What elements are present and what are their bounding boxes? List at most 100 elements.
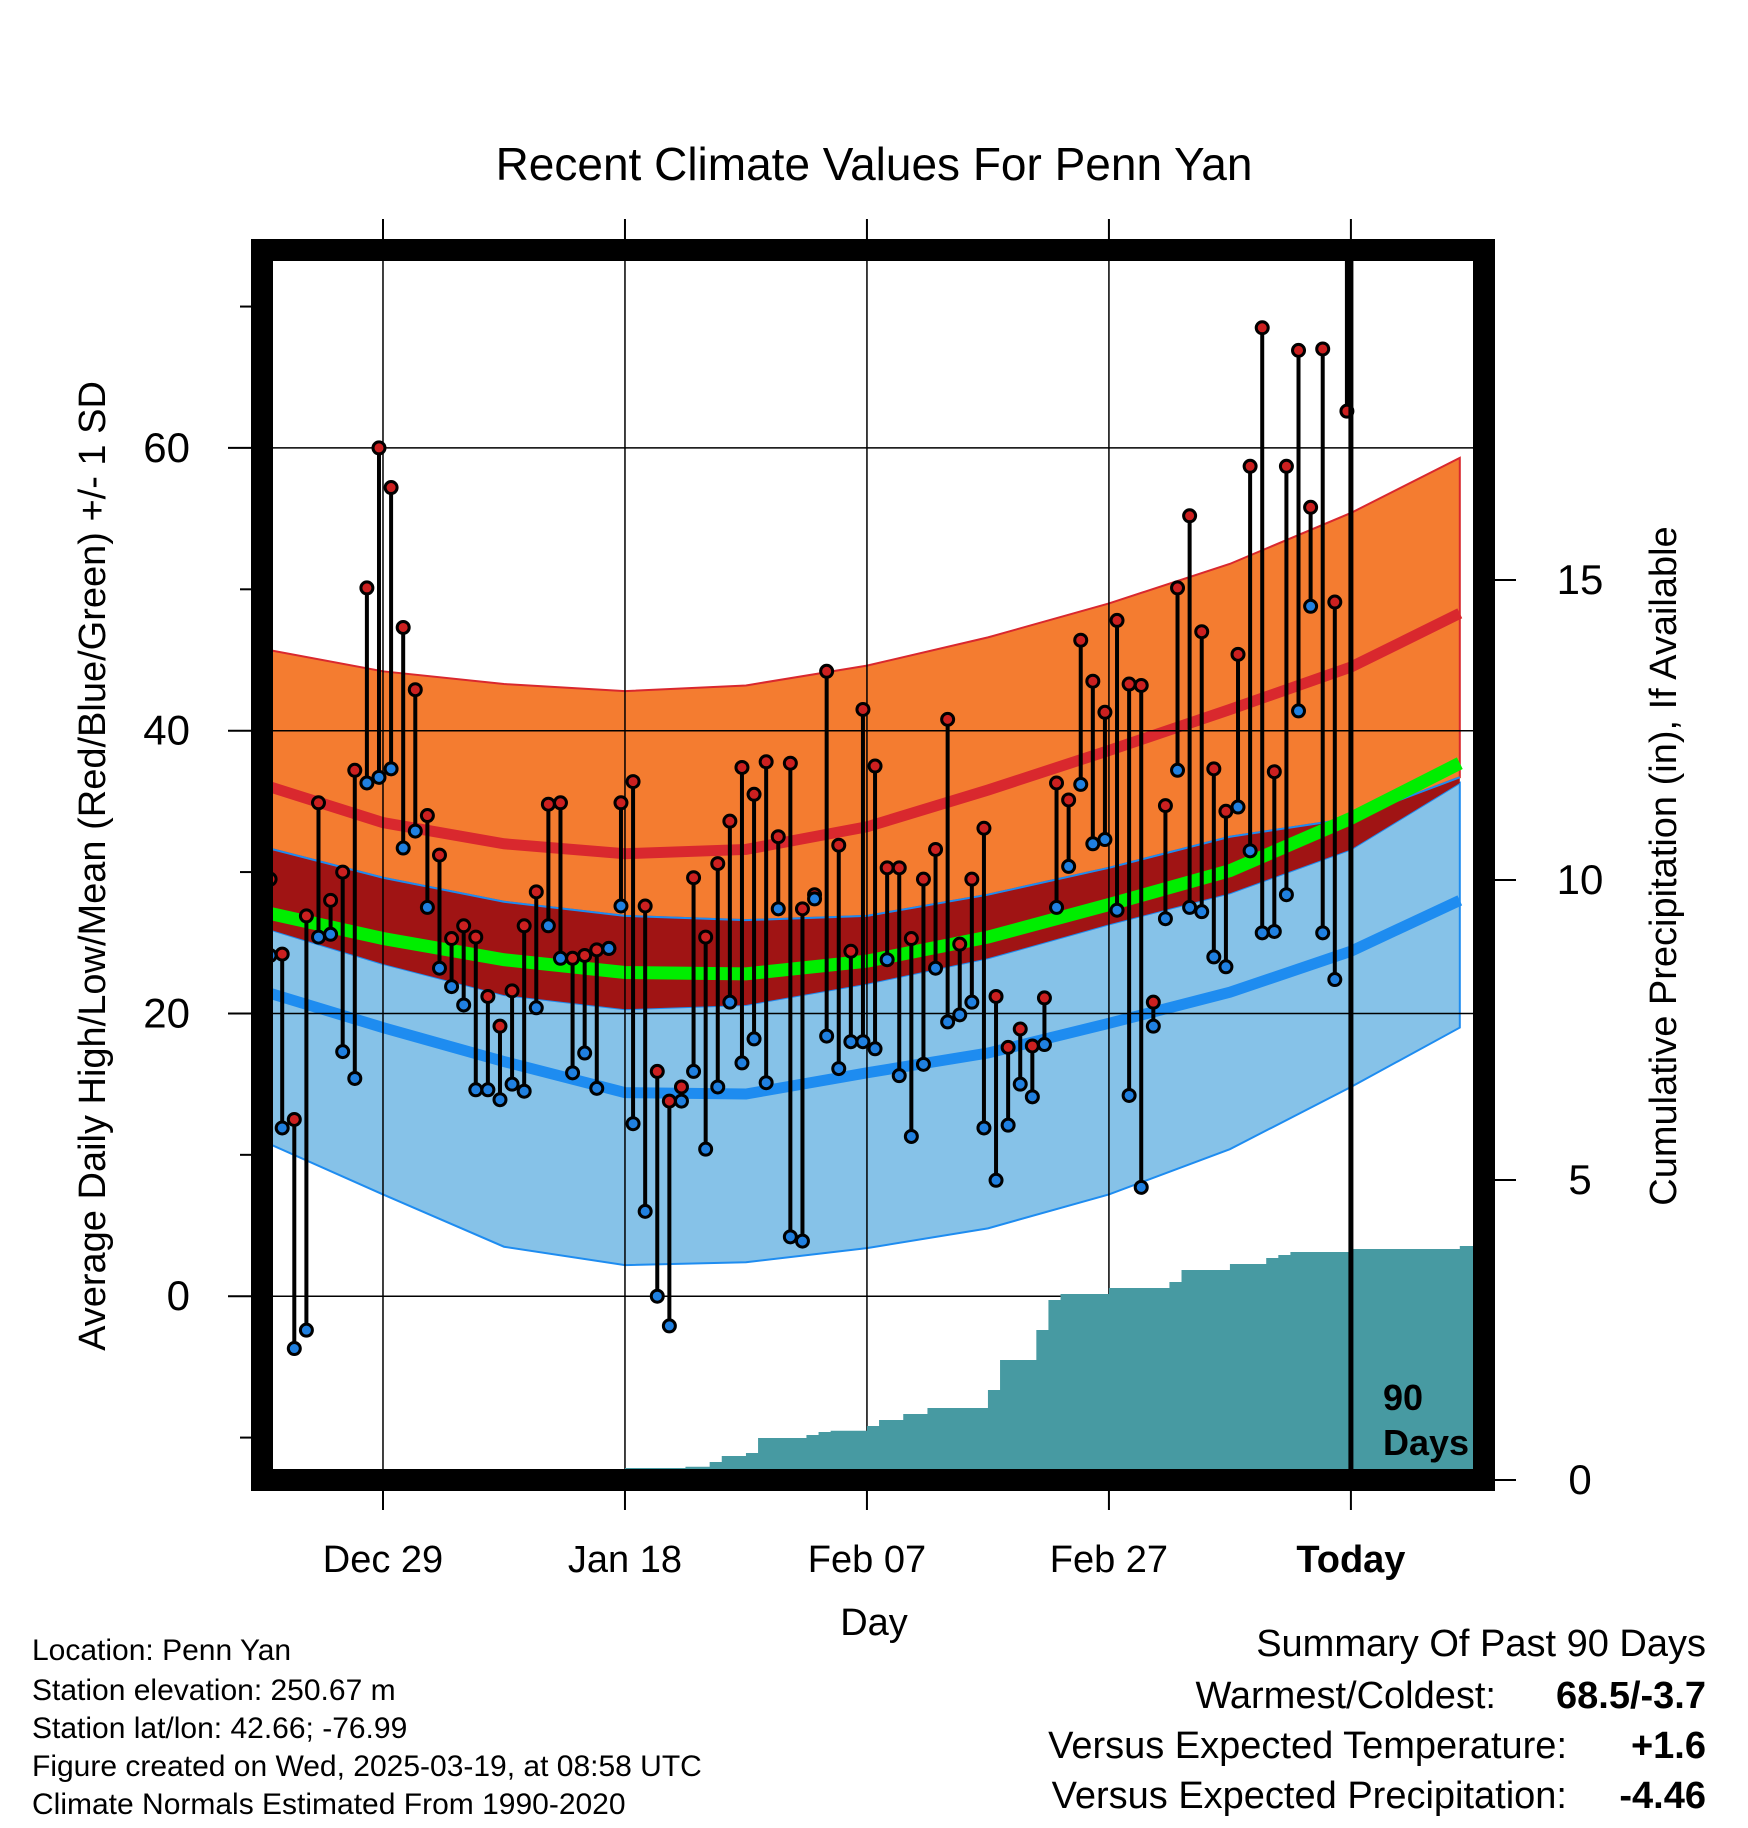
daily-low-point	[335, 1044, 351, 1060]
daily-high-point	[577, 947, 593, 963]
daily-high-point	[722, 813, 738, 829]
daily-high-point	[516, 918, 532, 934]
daily-high-point	[1242, 458, 1258, 474]
daily-high-point	[1182, 508, 1198, 524]
daily-low-point	[855, 1034, 871, 1050]
daily-high-point	[855, 701, 871, 717]
daily-high-point	[359, 580, 375, 596]
daily-high-point	[770, 829, 786, 845]
chart-title: Recent Climate Values For Penn Yan	[496, 138, 1253, 190]
daily-low-point	[1145, 1018, 1161, 1034]
daily-low-point	[649, 1288, 665, 1304]
daily-high-point	[1024, 1038, 1040, 1054]
daily-low-point	[1242, 843, 1258, 859]
x-tick-label: Feb 27	[1050, 1539, 1168, 1581]
daily-high-point	[335, 864, 351, 880]
daily-high-point	[298, 908, 314, 924]
daily-low-point	[565, 1065, 581, 1081]
info-location: Location: Penn Yan	[32, 1634, 291, 1667]
summary-precip-value: -4.46	[1619, 1775, 1706, 1817]
precipitation-area	[262, 1246, 1484, 1480]
daily-high-point	[589, 942, 605, 958]
daily-low-point	[601, 940, 617, 956]
daily-low-point	[1000, 1117, 1016, 1133]
daily-high-point	[323, 892, 339, 908]
daily-high-point	[492, 1018, 508, 1034]
daily-high-point	[371, 440, 387, 456]
period-label-line2: Days	[1383, 1422, 1469, 1463]
daily-low-point	[516, 1083, 532, 1099]
daily-high-point	[456, 918, 472, 934]
daily-low-point	[746, 1031, 762, 1047]
axis-tick-labels: Dec 29 Jan 18 Feb 07 Feb 27 Today 0 20 40 60 0 5 10…	[143, 424, 1603, 1581]
daily-low-point	[613, 898, 629, 914]
daily-high-point	[891, 860, 907, 876]
x-tick-label: Today	[1296, 1539, 1405, 1581]
summary-warmest-value: 68.5/-3.7	[1556, 1675, 1706, 1717]
x-tick-label: Dec 29	[323, 1539, 443, 1581]
daily-high-point	[504, 983, 520, 999]
daily-low-point	[940, 1014, 956, 1030]
daily-low-point	[988, 1172, 1004, 1188]
daily-low-point	[625, 1116, 641, 1132]
daily-low-point	[637, 1203, 653, 1219]
daily-high-point	[1133, 677, 1149, 693]
daily-low-point	[1278, 887, 1294, 903]
x-tick-label: Jan 18	[568, 1539, 682, 1581]
daily-high-point	[431, 847, 447, 863]
summary-warmest-label: Warmest/Coldest:	[1195, 1675, 1496, 1717]
daily-low-point	[1085, 836, 1101, 852]
daily-high-point	[915, 871, 931, 887]
daily-low-point	[698, 1141, 714, 1157]
daily-high-point	[310, 795, 326, 811]
daily-low-point	[1266, 923, 1282, 939]
daily-high-point	[734, 759, 750, 775]
daily-low-point	[831, 1061, 847, 1077]
daily-low-point	[528, 1000, 544, 1016]
daily-high-point	[468, 929, 484, 945]
daily-low-point	[1254, 925, 1270, 941]
y2-tick-label: 10	[1557, 856, 1604, 903]
daily-low-point	[1341, 0, 1353, 6]
daily-low-point	[915, 1056, 931, 1072]
daily-high-point	[1000, 1039, 1016, 1055]
daily-low-point	[1218, 959, 1234, 975]
daily-low-point	[1206, 949, 1222, 965]
x-tick-label: Feb 07	[808, 1539, 926, 1581]
daily-low-point	[661, 1318, 677, 1334]
daily-low-point	[456, 997, 472, 1013]
daily-high-point	[903, 931, 919, 947]
daily-high-point	[540, 796, 556, 812]
daily-high-point	[1157, 798, 1173, 814]
daily-high-point	[1315, 341, 1331, 357]
daily-low-point	[819, 1028, 835, 1044]
daily-high-point	[1303, 499, 1319, 515]
daily-high-point	[1109, 612, 1125, 628]
daily-high-point	[1097, 704, 1113, 720]
daily-high-point	[1012, 1021, 1028, 1037]
daily-low-point	[347, 1070, 363, 1086]
summary-temp-label: Versus Expected Temperature:	[1048, 1725, 1567, 1767]
daily-low-point	[1073, 776, 1089, 792]
daily-high-point	[794, 901, 810, 917]
y2-tick-label: 15	[1557, 556, 1604, 603]
daily-low-point	[1230, 799, 1246, 815]
daily-low-point	[928, 960, 944, 976]
daily-high-point	[480, 988, 496, 1004]
daily-low-point	[964, 994, 980, 1010]
daily-low-point	[395, 840, 411, 856]
daily-low-point	[1170, 762, 1186, 778]
daily-high-point	[286, 1111, 302, 1127]
daily-low-point	[419, 899, 435, 915]
daily-high-point	[710, 856, 726, 872]
daily-high-point	[1061, 792, 1077, 808]
daily-high-point	[419, 808, 435, 824]
daily-low-point	[758, 1075, 774, 1091]
daily-low-point	[1061, 858, 1077, 874]
daily-high-point	[698, 929, 714, 945]
daily-low-point	[1121, 1087, 1137, 1103]
daily-low-point	[686, 1063, 702, 1079]
precipitation-fill	[262, 1246, 1484, 1480]
daily-low-point	[1109, 902, 1125, 918]
